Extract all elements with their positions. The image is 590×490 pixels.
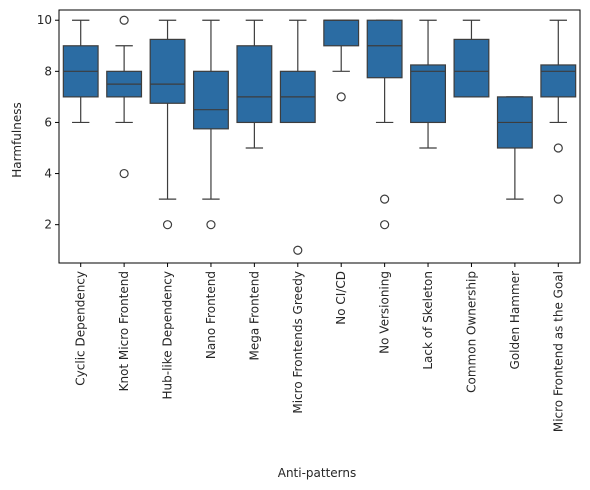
x-tick-label: Common Ownership <box>464 271 478 393</box>
outlier-point <box>119 15 129 25</box>
box <box>540 64 577 98</box>
x-tick-label: Nano Frontend <box>204 271 218 359</box>
box-group <box>192 19 229 230</box>
box-group <box>236 19 273 149</box>
x-tick-label: Knot Micro Frontend <box>117 271 131 391</box>
box <box>366 19 403 79</box>
x-tick-label: No CI/CD <box>334 271 348 325</box>
x-tick-label: Hub-like Dependency <box>161 271 175 400</box>
box-group <box>62 19 99 124</box>
outlier-point <box>553 143 563 153</box>
outlier-point <box>553 194 563 204</box>
outlier-point <box>162 220 173 230</box>
outlier-point <box>336 92 346 102</box>
y-tick-label: 4 <box>44 167 52 181</box>
box <box>149 38 186 104</box>
box <box>410 64 447 124</box>
box-group <box>149 19 186 230</box>
box-group <box>453 19 490 98</box>
y-tick-label: 10 <box>37 13 52 27</box>
box-group <box>410 19 447 149</box>
y-ticks: 2 4 6 8 10 <box>37 13 59 232</box>
x-tick-label: Lack of Skeleton <box>421 271 435 370</box>
box-group <box>496 96 533 200</box>
box-group <box>106 15 143 179</box>
x-tick-label: Cyclic Dependency <box>74 271 88 386</box>
box-group <box>279 19 316 255</box>
box <box>453 38 490 98</box>
box-group <box>540 19 577 204</box>
box <box>323 19 360 47</box>
box-group <box>366 19 403 230</box>
box-group <box>323 19 360 102</box>
x-axis-title: Anti-patterns <box>278 466 357 480</box>
plot-frame <box>58 9 581 264</box>
x-tick-label: Micro Frontends Greedy <box>291 271 305 414</box>
outlier-point <box>293 245 303 255</box>
x-ticks: Cyclic Dependency Knot Micro Frontend Hub-… <box>74 263 565 432</box>
x-tick-label: Golden Hammer <box>508 271 522 370</box>
x-tick-label: No Versioning <box>378 271 392 354</box>
y-axis-title: Harmfulness <box>10 102 24 177</box>
outlier-point <box>380 220 390 230</box>
y-tick-label: 8 <box>44 64 52 78</box>
x-tick-label: Mega Frontend <box>247 271 261 360</box>
outlier-point <box>380 194 390 204</box>
boxes-layer <box>62 15 577 255</box>
x-tick-label: Micro Frontend as the Goal <box>551 271 565 432</box>
axes-layer <box>58 9 581 264</box>
outlier-point <box>119 168 129 179</box>
outlier-point <box>206 220 216 230</box>
y-tick-label: 6 <box>44 115 52 129</box>
box <box>192 70 229 130</box>
box <box>236 45 273 124</box>
y-tick-label: 2 <box>44 218 52 232</box>
